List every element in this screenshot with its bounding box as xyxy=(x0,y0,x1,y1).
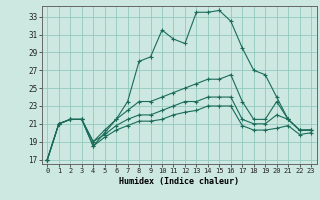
X-axis label: Humidex (Indice chaleur): Humidex (Indice chaleur) xyxy=(119,177,239,186)
